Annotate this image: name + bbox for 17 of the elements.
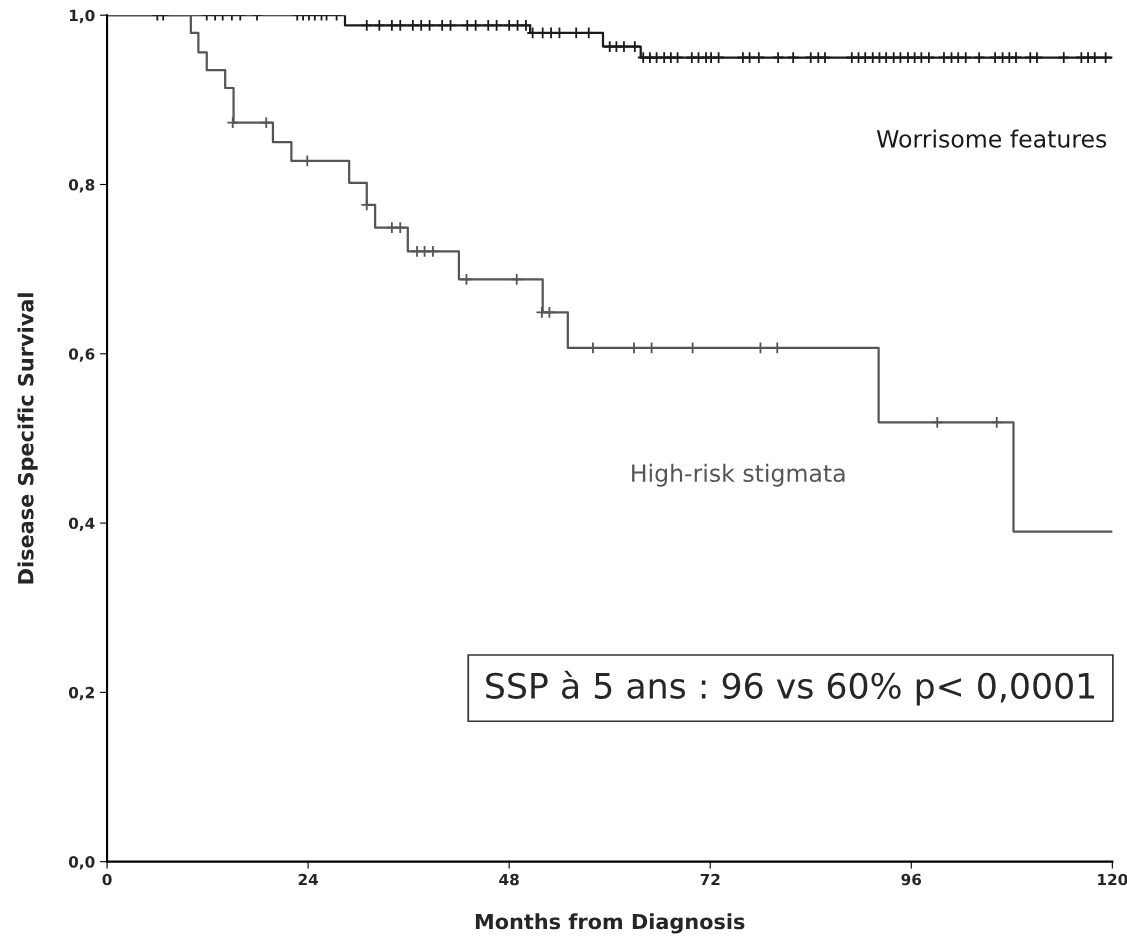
x-tick-label: 48	[499, 873, 519, 886]
x-tick-label: 0	[102, 873, 112, 886]
annotation: SSP à 5 ans : 96 vs 60% p< 0,0001	[486, 670, 1095, 706]
y-tick-label: 0,0	[68, 856, 95, 870]
y-tick-label: 0,2	[68, 686, 94, 701]
x-tick-label: 120	[1098, 873, 1127, 886]
x-axis-title: Months from Diagnosis	[475, 913, 745, 934]
x-tick-label: 24	[298, 873, 319, 886]
y-axis-title: Disease Specific Survival	[17, 293, 38, 584]
y-tick-label: 0,6	[68, 348, 95, 362]
y-tick-label: 0,8	[68, 178, 95, 193]
y-tick-label: 0,4	[68, 517, 95, 532]
y-tick-label: 1,0	[69, 9, 95, 24]
x-tick-label: 72	[700, 873, 720, 886]
text: Worrisome features	[876, 129, 1107, 148]
text: High-risk stigmata	[632, 463, 845, 487]
x-tick-label: 96	[901, 873, 922, 886]
